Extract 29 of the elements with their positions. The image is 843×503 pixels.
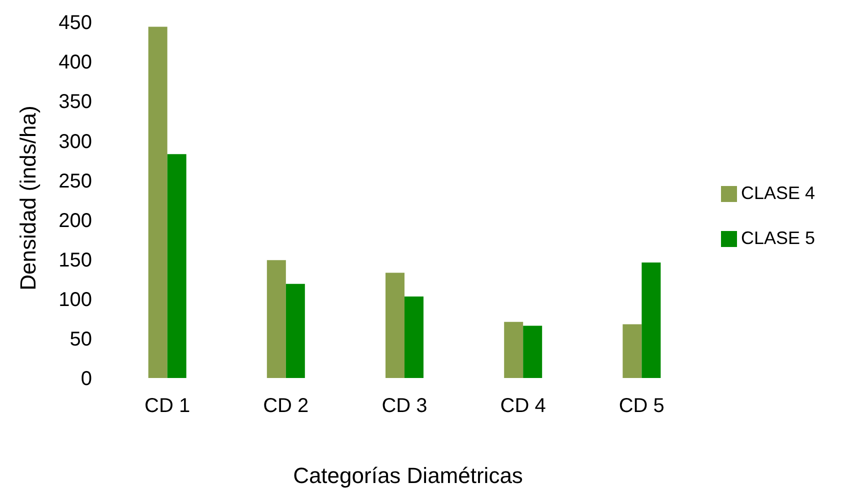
y-tick-label: 200 — [58, 210, 92, 232]
x-tick-label: CD 3 — [382, 395, 428, 418]
y-tick-label: 400 — [58, 52, 92, 74]
bar — [286, 284, 305, 378]
y-tick-label: 250 — [58, 170, 92, 192]
x-axis-title: Categorías Diamétricas — [292, 463, 524, 489]
y-tick-label: 50 — [70, 328, 92, 351]
y-tick-label: 350 — [58, 91, 92, 114]
y-tick-label: 300 — [58, 130, 92, 153]
x-tick-label: CD 1 — [144, 395, 190, 418]
legend-label: CLASE 5 — [740, 228, 815, 249]
bar — [148, 26, 168, 378]
bar — [504, 322, 524, 378]
bar — [523, 326, 542, 378]
bar — [266, 260, 286, 378]
y-tick-label: 100 — [58, 288, 92, 311]
x-tick-label: CD 5 — [618, 395, 664, 418]
y-axis-title: Densidad (inds/ha) — [15, 106, 41, 290]
x-tick-label: CD 2 — [263, 395, 309, 418]
bar — [386, 272, 404, 378]
y-tick-label: 0 — [80, 368, 92, 390]
y-tick-label: 150 — [58, 249, 92, 272]
legend-label: CLASE 4 — [740, 183, 815, 204]
bar — [642, 262, 661, 378]
bar — [622, 324, 642, 378]
bar — [404, 296, 424, 378]
bar — [167, 154, 186, 378]
x-tick-label: CD 4 — [500, 395, 546, 418]
y-tick-label: 450 — [58, 12, 92, 34]
